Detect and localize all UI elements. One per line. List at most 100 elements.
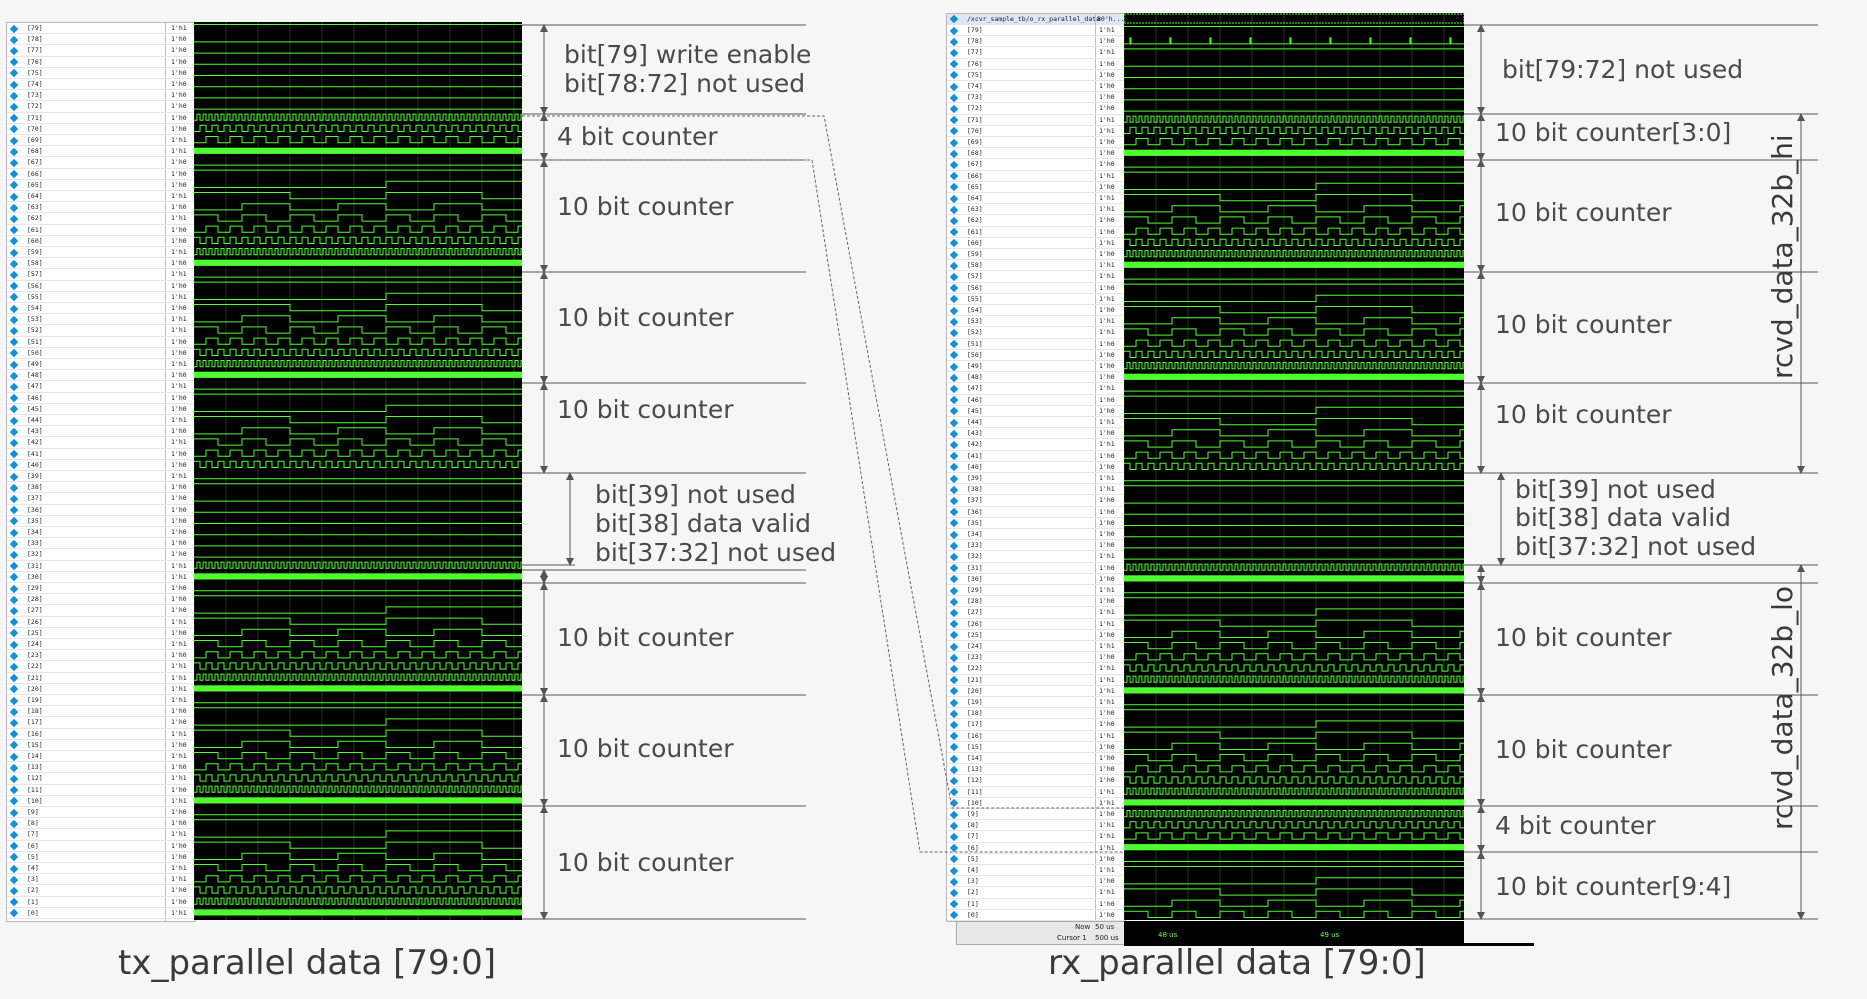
rx-signal-row[interactable]: [69] 1'h0 — [947, 137, 1125, 149]
rx-signal-row[interactable]: [50] 1'h0 — [947, 350, 1125, 361]
rx-signal-row[interactable]: [3] 1'h0 — [947, 876, 1125, 888]
tx-signal-row[interactable]: [55] 1'h1 — [7, 292, 195, 303]
tx-signal-row[interactable]: [17] 1'h0 — [7, 717, 195, 729]
tx-signal-row[interactable]: [19] 1'h1 — [7, 695, 195, 707]
rx-signal-row[interactable]: [27] 1'h1 — [947, 607, 1125, 619]
tx-signal-row[interactable]: [57] 1'h1 — [7, 269, 195, 281]
rx-signal-row[interactable]: [73] 1'h0 — [947, 92, 1125, 104]
tx-signal-row[interactable]: [29] 1'h0 — [7, 583, 195, 595]
rx-signal-row[interactable]: [70] 1'h1 — [947, 126, 1125, 137]
tx-signal-row[interactable]: [30] 1'h1 — [7, 572, 195, 583]
rx-signal-row[interactable]: [15] 1'h0 — [947, 742, 1125, 753]
tx-signal-row[interactable]: [21] 1'h1 — [7, 673, 195, 684]
tx-signal-row[interactable]: [66] 1'h0 — [7, 169, 195, 180]
tx-signal-row[interactable]: [47] 1'h1 — [7, 381, 195, 393]
rx-signal-row[interactable]: [44] 1'h1 — [947, 417, 1125, 429]
tx-signal-row[interactable]: [13] 1'h0 — [7, 762, 195, 774]
tx-signal-row[interactable]: [51] 1'h0 — [7, 337, 195, 348]
rx-signal-row[interactable]: [16] 1'h1 — [947, 731, 1125, 742]
rx-signal-row[interactable]: [46] 1'h0 — [947, 395, 1125, 406]
rx-signal-row[interactable]: [30] 1'h0 — [947, 574, 1125, 585]
rx-signal-row[interactable]: [17] 1'h0 — [947, 719, 1125, 731]
tx-signal-row[interactable]: [54] 1'h0 — [7, 303, 195, 315]
tx-signal-row[interactable]: [69] 1'h1 — [7, 135, 195, 147]
rx-signal-row[interactable]: [13] 1'h0 — [947, 764, 1125, 776]
rx-signal-row[interactable]: [47] 1'h1 — [947, 383, 1125, 395]
tx-signal-row[interactable]: [56] 1'h0 — [7, 281, 195, 292]
rx-signal-row[interactable]: [35] 1'h0 — [947, 518, 1125, 529]
tx-signal-row[interactable]: [53] 1'h1 — [7, 314, 195, 326]
tx-signal-row[interactable]: [38] 1'h0 — [7, 482, 195, 494]
tx-signal-row[interactable]: [63] 1'h0 — [7, 202, 195, 214]
rx-signal-row[interactable]: [31] 1'h0 — [947, 563, 1125, 574]
rx-signal-row[interactable]: [55] 1'h1 — [947, 294, 1125, 305]
tx-signal-row[interactable]: [6] 1'h0 — [7, 841, 195, 852]
rx-signal-row[interactable]: [41] 1'h0 — [947, 451, 1125, 462]
tx-signal-row[interactable]: [18] 1'h0 — [7, 706, 195, 718]
tx-signal-row[interactable]: [36] 1'h0 — [7, 505, 195, 516]
tx-signal-row[interactable]: [22] 1'h1 — [7, 661, 195, 673]
rx-signal-row[interactable]: [75] 1'h0 — [947, 70, 1125, 81]
tx-signal-row[interactable]: [10] 1'h1 — [7, 796, 195, 807]
rx-signal-row[interactable]: [33] 1'h0 — [947, 540, 1125, 552]
rx-signal-row[interactable]: [60] 1'h1 — [947, 238, 1125, 249]
tx-signal-row[interactable]: [11] 1'h0 — [7, 785, 195, 796]
rx-signal-row[interactable]: [34] 1'h0 — [947, 529, 1125, 541]
rx-signal-row[interactable]: [61] 1'h0 — [947, 227, 1125, 238]
rx-signal-row[interactable]: [72] 1'h0 — [947, 103, 1125, 115]
tx-signal-row[interactable]: [49] 1'h1 — [7, 359, 195, 371]
rx-column-separator[interactable] — [1095, 14, 1096, 921]
tx-signal-row[interactable]: [77] 1'h0 — [7, 45, 195, 57]
rx-signal-row[interactable]: [43] 1'h0 — [947, 428, 1125, 440]
tx-signal-row[interactable]: [76] 1'h0 — [7, 57, 195, 68]
rx-signal-row[interactable]: [37] 1'h0 — [947, 495, 1125, 507]
rx-signal-row[interactable]: [23] 1'h0 — [947, 652, 1125, 664]
rx-signal-row[interactable]: [19] 1'h1 — [947, 697, 1125, 709]
rx-signal-row[interactable]: [45] 1'h0 — [947, 406, 1125, 417]
rx-timeline[interactable]: 48 us 49 us — [1124, 921, 1464, 943]
tx-signal-row[interactable]: [16] 1'h1 — [7, 729, 195, 740]
rx-signal-row[interactable]: [12] 1'h0 — [947, 775, 1125, 787]
tx-signal-row[interactable]: [74] 1'h0 — [7, 79, 195, 91]
tx-signal-row[interactable]: [15] 1'h0 — [7, 740, 195, 751]
rx-header-signal-row[interactable]: /xcvr_sample_tb/o_rx_parallel_data 80'h.… — [947, 14, 1125, 25]
tx-signal-row[interactable]: [67] 1'h0 — [7, 157, 195, 169]
rx-signal-row[interactable]: [38] 1'h1 — [947, 484, 1125, 496]
rx-signal-row[interactable]: [59] 1'h0 — [947, 249, 1125, 261]
tx-signal-row[interactable]: [60] 1'h0 — [7, 236, 195, 247]
tx-waveform-pane[interactable] — [194, 22, 522, 920]
tx-signal-row[interactable]: [41] 1'h0 — [7, 449, 195, 460]
rx-signal-row[interactable]: [76] 1'h0 — [947, 59, 1125, 70]
rx-signal-row[interactable]: [58] 1'h1 — [947, 260, 1125, 272]
rx-signal-row[interactable]: [32] 1'h1 — [947, 551, 1125, 563]
tx-signal-row[interactable]: [61] 1'h0 — [7, 225, 195, 236]
tx-signal-row[interactable]: [44] 1'h1 — [7, 415, 195, 427]
tx-signal-row[interactable]: [34] 1'h0 — [7, 527, 195, 539]
tx-signal-row[interactable]: [45] 1'h0 — [7, 404, 195, 415]
rx-signal-row[interactable]: [49] 1'h0 — [947, 361, 1125, 373]
rx-signal-row[interactable]: [63] 1'h1 — [947, 204, 1125, 216]
tx-signal-row[interactable]: [78] 1'h0 — [7, 34, 195, 46]
tx-signal-row[interactable]: [42] 1'h1 — [7, 437, 195, 449]
tx-signal-row[interactable]: [59] 1'h1 — [7, 247, 195, 259]
tx-signal-row[interactable]: [71] 1'h0 — [7, 113, 195, 124]
tx-signal-row[interactable]: [25] 1'h0 — [7, 628, 195, 639]
rx-signal-row[interactable]: [57] 1'h1 — [947, 271, 1125, 283]
rx-signal-row[interactable]: [64] 1'h1 — [947, 193, 1125, 205]
rx-signal-row[interactable]: [29] 1'h1 — [947, 585, 1125, 597]
rx-signal-row[interactable]: [11] 1'h1 — [947, 787, 1125, 798]
tx-signal-row[interactable]: [27] 1'h0 — [7, 605, 195, 617]
rx-signal-row[interactable]: [39] 1'h1 — [947, 473, 1125, 485]
rx-signal-row[interactable]: [9] 1'h0 — [947, 809, 1125, 821]
tx-signal-row[interactable]: [4] 1'h1 — [7, 863, 195, 875]
tx-signal-row[interactable]: [0] 1'h1 — [7, 908, 195, 919]
tx-signal-row[interactable]: [23] 1'h0 — [7, 650, 195, 662]
rx-signal-row[interactable]: [10] 1'h1 — [947, 798, 1125, 809]
tx-signal-row[interactable]: [8] 1'h0 — [7, 818, 195, 830]
tx-signal-row[interactable]: [64] 1'h1 — [7, 191, 195, 203]
rx-signal-row[interactable]: [54] 1'h0 — [947, 305, 1125, 317]
rx-signal-row[interactable]: [71] 1'h1 — [947, 115, 1125, 126]
tx-signal-row[interactable]: [7] 1'h1 — [7, 829, 195, 841]
tx-signal-row[interactable]: [9] 1'h0 — [7, 807, 195, 819]
rx-signal-row[interactable]: [62] 1'h0 — [947, 215, 1125, 227]
